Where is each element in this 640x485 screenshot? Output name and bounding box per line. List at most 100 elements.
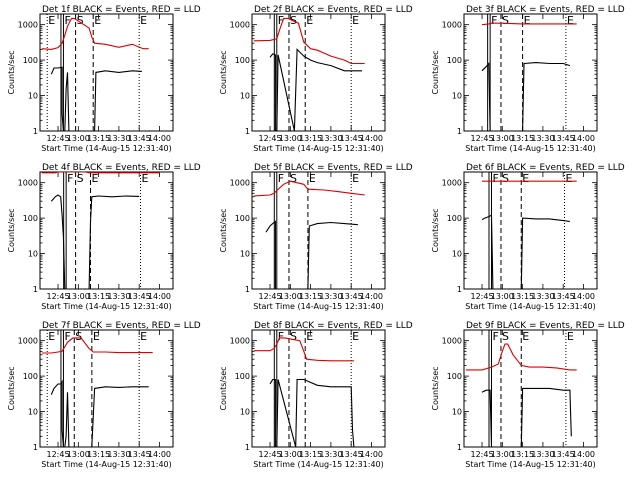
marker-label: E xyxy=(140,14,147,27)
detector-panel-6: Det 6f BLACK = Events, RED = LLD 1 10 100 10… xyxy=(431,163,625,311)
x-tick-label: 13:00 xyxy=(491,450,514,459)
detector-panel-8: Det 8f BLACK = Events, RED = LLD 1 10 100 10… xyxy=(219,321,413,469)
panel-title: Det 3f BLACK = Events, RED = LLD xyxy=(466,5,625,15)
x-tick-label: 13:45 xyxy=(552,292,575,301)
x-axis-label: Start Time (14-Aug-15 12:31:40) xyxy=(465,144,596,153)
x-tick-label: 13:15 xyxy=(299,450,322,459)
lld-series xyxy=(253,17,365,65)
events-series xyxy=(50,66,142,131)
x-tick-label: 13:15 xyxy=(299,292,322,301)
marker-label: E xyxy=(48,14,55,27)
marker-label: E xyxy=(48,330,55,343)
events-series xyxy=(481,214,570,289)
marker-label: S xyxy=(502,330,509,343)
x-axis-label: Start Time (14-Aug-15 12:31:40) xyxy=(465,460,596,469)
panel-title: Det 7f BLACK = Events, RED = LLD xyxy=(42,321,201,331)
plot-frame xyxy=(251,171,386,290)
marker-label: S xyxy=(290,330,297,343)
marker-label: E xyxy=(524,14,531,27)
x-tick-label: 13:30 xyxy=(531,450,554,459)
marker-label: F xyxy=(491,14,497,27)
y-tick-label: 1000 xyxy=(442,179,462,188)
x-axis-label: Start Time (14-Aug-15 12:31:40) xyxy=(41,302,172,311)
y-tick-label: 1000 xyxy=(18,21,38,30)
panel-title: Det 8f BLACK = Events, RED = LLD xyxy=(254,321,413,331)
x-tick-label: 13:30 xyxy=(531,292,554,301)
y-tick-label: 1 xyxy=(457,443,462,452)
y-tick-label: 1000 xyxy=(18,179,38,188)
marker-label: E xyxy=(522,172,529,185)
x-tick-label: 13:00 xyxy=(491,292,514,301)
lld-series xyxy=(41,172,160,174)
x-tick-label: 13:45 xyxy=(128,134,151,143)
x-tick-label: 13:30 xyxy=(319,292,342,301)
marker-label: F xyxy=(493,172,499,185)
marker-label: E xyxy=(352,14,359,27)
y-tick-label: 100 xyxy=(235,214,250,223)
x-tick-label: 12:45 xyxy=(47,292,70,301)
events-series xyxy=(481,387,572,447)
marker-label: F xyxy=(493,330,499,343)
y-tick-label: 1000 xyxy=(18,337,38,346)
marker-label: F xyxy=(278,172,284,185)
marker-label: S xyxy=(502,172,509,185)
marker-label: E xyxy=(142,172,149,185)
x-tick-label: 13:15 xyxy=(511,292,534,301)
x-tick-label: 13:00 xyxy=(491,134,514,143)
detector-panel-1: Det 1f BLACK = Events, RED = LLD 1 10 100 10… xyxy=(7,5,201,153)
detector-panel-9: Det 9f BLACK = Events, RED = LLD 1 10 100 10… xyxy=(431,321,625,469)
y-axis-label: Counts/sec xyxy=(7,50,16,94)
marker-label: S xyxy=(502,14,509,27)
x-tick-label: 13:15 xyxy=(299,134,322,143)
plot-frame xyxy=(251,13,386,132)
marker-label: E xyxy=(352,330,359,343)
x-tick-label: 14:00 xyxy=(360,450,383,459)
y-axis-label: Counts/sec xyxy=(219,366,228,410)
x-tick-label: 13:30 xyxy=(319,134,342,143)
panel-title: Det 5f BLACK = Events, RED = LLD xyxy=(254,163,413,173)
y-tick-label: 1000 xyxy=(442,337,462,346)
plot-frame xyxy=(39,329,174,448)
events-series xyxy=(50,379,149,447)
x-tick-label: 14:00 xyxy=(360,134,383,143)
x-tick-label: 12:45 xyxy=(259,450,282,459)
y-tick-label: 10 xyxy=(452,92,462,101)
x-tick-label: 13:15 xyxy=(87,450,110,459)
x-tick-label: 13:30 xyxy=(107,134,130,143)
x-tick-label: 13:00 xyxy=(67,292,90,301)
lld-series xyxy=(253,337,354,362)
y-tick-label: 100 xyxy=(235,56,250,65)
lld-series xyxy=(465,343,577,371)
y-tick-label: 100 xyxy=(23,372,38,381)
y-tick-label: 10 xyxy=(240,408,250,417)
y-tick-label: 10 xyxy=(28,92,38,101)
plot-frame xyxy=(251,329,386,448)
plot-frame xyxy=(463,171,598,290)
marker-label: E xyxy=(93,330,100,343)
x-tick-label: 13:45 xyxy=(340,134,363,143)
x-tick-label: 12:45 xyxy=(471,134,494,143)
x-tick-label: 13:45 xyxy=(552,134,575,143)
plot-frame xyxy=(39,13,174,132)
y-tick-label: 1 xyxy=(245,443,250,452)
x-tick-label: 13:15 xyxy=(87,134,110,143)
x-tick-label: 14:00 xyxy=(148,450,171,459)
x-axis-label: Start Time (14-Aug-15 12:31:40) xyxy=(253,144,384,153)
y-tick-label: 100 xyxy=(447,214,462,223)
marker-label: E xyxy=(522,330,529,343)
lld-series xyxy=(41,337,153,354)
x-tick-label: 12:45 xyxy=(47,450,70,459)
marker-label: S xyxy=(290,172,297,185)
marker-label: E xyxy=(306,330,313,343)
y-tick-label: 1 xyxy=(33,285,38,294)
marker-label: E xyxy=(91,172,98,185)
marker-label: F xyxy=(278,14,284,27)
plot-frame xyxy=(463,13,598,132)
x-tick-label: 13:45 xyxy=(552,450,575,459)
lld-series xyxy=(253,180,365,197)
y-tick-label: 1000 xyxy=(230,337,250,346)
x-tick-label: 14:00 xyxy=(572,134,595,143)
detector-panel-2: Det 2f BLACK = Events, RED = LLD 1 10 100 10… xyxy=(219,5,413,153)
events-series xyxy=(265,220,358,289)
